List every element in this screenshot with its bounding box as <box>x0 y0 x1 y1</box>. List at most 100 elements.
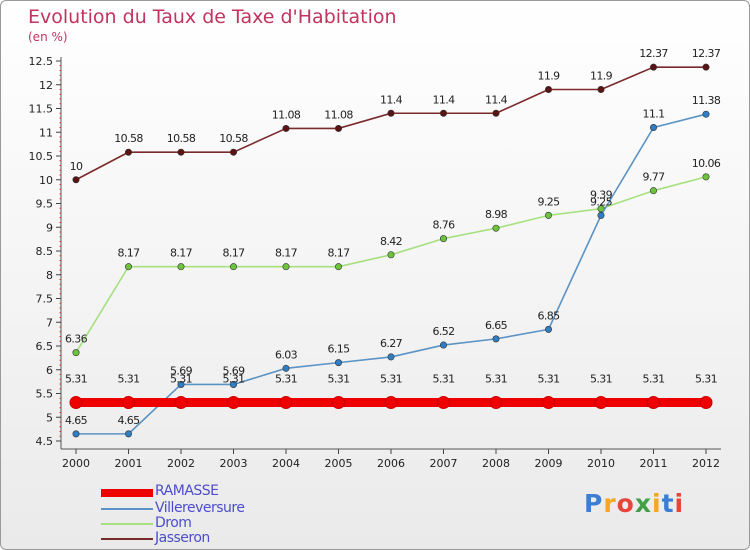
y-minor-tick <box>59 141 61 143</box>
x-tick-label: 2005 <box>325 457 353 470</box>
y-minor-tick <box>59 193 61 195</box>
y-tick-label: 9 <box>46 221 53 234</box>
data-point-drom <box>492 224 500 232</box>
y-minor-tick <box>59 217 61 219</box>
data-point-drom <box>649 187 657 195</box>
data-label-ramasse: 5.31 <box>222 373 244 386</box>
y-tick-label: 5.5 <box>36 388 54 401</box>
logo-letter: o <box>616 489 635 518</box>
y-minor-tick <box>59 169 61 171</box>
data-point-drom <box>439 235 447 243</box>
data-label-villereversure: 6.85 <box>537 309 560 322</box>
data-label-drom: 8.98 <box>485 208 508 221</box>
y-minor-tick <box>59 98 61 100</box>
series-line-jasseron <box>75 66 706 181</box>
data-point-villereversure <box>702 110 710 118</box>
data-label-ramasse: 5.31 <box>380 373 402 386</box>
data-point-ramasse <box>699 396 713 410</box>
y-minor-tick <box>59 117 61 119</box>
data-label-ramasse: 5.31 <box>65 373 87 386</box>
logo-letter: i <box>674 489 685 518</box>
y-minor-tick <box>59 302 61 304</box>
data-label-drom: 8.76 <box>432 219 455 232</box>
data-point-ramasse <box>489 396 503 410</box>
data-label-jasseron: 10.58 <box>114 132 143 145</box>
logo-letter: P <box>584 489 604 518</box>
data-point-drom <box>125 263 133 271</box>
data-label-villereversure: 11.38 <box>692 94 721 107</box>
y-minor-tick <box>59 435 61 437</box>
x-tick-label: 2004 <box>272 457 300 470</box>
x-tick-label: 2002 <box>167 457 195 470</box>
legend-swatch-drom <box>101 523 153 525</box>
y-minor-tick <box>59 326 61 328</box>
data-label-jasseron: 12.37 <box>692 47 721 60</box>
y-minor-tick <box>59 79 61 81</box>
data-point-jasseron <box>649 63 657 71</box>
data-label-ramasse: 5.31 <box>642 373 664 386</box>
y-minor-tick <box>59 127 61 128</box>
legend-swatch-ramasse <box>101 489 153 497</box>
logo-letter: r <box>603 489 617 518</box>
data-label-drom: 8.17 <box>327 247 350 260</box>
y-tick-label: 10.5 <box>29 150 54 163</box>
data-label-jasseron: 12.37 <box>639 47 668 60</box>
data-point-jasseron <box>72 176 80 184</box>
y-minor-tick <box>59 103 61 105</box>
y-minor-tick <box>59 160 61 162</box>
y-minor-tick <box>59 231 61 233</box>
y-tick-label: 11 <box>39 126 53 139</box>
data-point-jasseron <box>125 148 133 156</box>
y-tick-label: 11.5 <box>29 103 54 116</box>
data-point-ramasse <box>542 396 555 410</box>
x-tick-label: 2009 <box>535 457 563 470</box>
data-label-drom: 10.06 <box>692 157 721 170</box>
data-point-villereversure <box>492 335 500 343</box>
y-minor-tick <box>59 350 61 352</box>
y-tick-label: 8 <box>46 269 53 282</box>
proxiti-logo: Proxiti <box>584 489 684 518</box>
data-point-villereversure <box>282 364 290 372</box>
logo-letter: t <box>661 489 675 518</box>
legend-label-jasseron: Jasseron <box>155 530 210 546</box>
y-minor-tick <box>59 307 61 309</box>
chart-unit-label: (en %) <box>28 30 68 44</box>
data-label-ramasse: 5.31 <box>695 373 717 386</box>
data-point-jasseron <box>544 86 552 94</box>
y-minor-tick <box>59 236 61 238</box>
data-label-jasseron: 11.9 <box>590 70 613 83</box>
data-label-drom: 9.39 <box>590 189 613 202</box>
y-minor-tick <box>59 70 61 71</box>
y-minor-tick <box>59 279 61 280</box>
y-minor-tick <box>59 112 61 114</box>
y-tick-label: 5 <box>46 411 53 424</box>
y-tick-label: 10 <box>39 174 53 187</box>
legend-swatch-jasseron <box>101 538 153 540</box>
y-minor-tick <box>59 383 61 385</box>
data-label-jasseron: 11.4 <box>485 93 508 106</box>
data-label-jasseron: 10 <box>70 160 83 173</box>
y-minor-tick <box>59 136 61 138</box>
data-label-villereversure: 4.65 <box>117 414 140 427</box>
data-label-villereversure: 6.65 <box>485 319 508 332</box>
data-point-jasseron <box>387 109 395 117</box>
legend-label-villereversure: Villereversure <box>155 500 245 516</box>
y-minor-tick <box>59 212 61 214</box>
y-minor-tick <box>59 146 61 147</box>
y-minor-tick <box>59 288 61 290</box>
data-label-villereversure: 11.1 <box>642 108 664 121</box>
y-tick-label: 6.5 <box>36 340 54 353</box>
data-label-drom: 8.42 <box>380 235 402 248</box>
data-label-drom: 6.36 <box>65 333 88 346</box>
y-minor-tick <box>59 378 61 380</box>
data-point-villereversure <box>72 430 80 438</box>
data-point-ramasse <box>594 396 608 410</box>
data-label-jasseron: 11.4 <box>432 93 455 106</box>
y-tick-label: 7 <box>46 316 53 329</box>
data-label-drom: 8.17 <box>117 247 140 260</box>
data-label-ramasse: 5.31 <box>485 373 507 386</box>
data-label-drom: 9.25 <box>537 195 560 208</box>
data-label-ramasse: 5.31 <box>432 373 454 386</box>
y-minor-tick <box>59 336 61 337</box>
